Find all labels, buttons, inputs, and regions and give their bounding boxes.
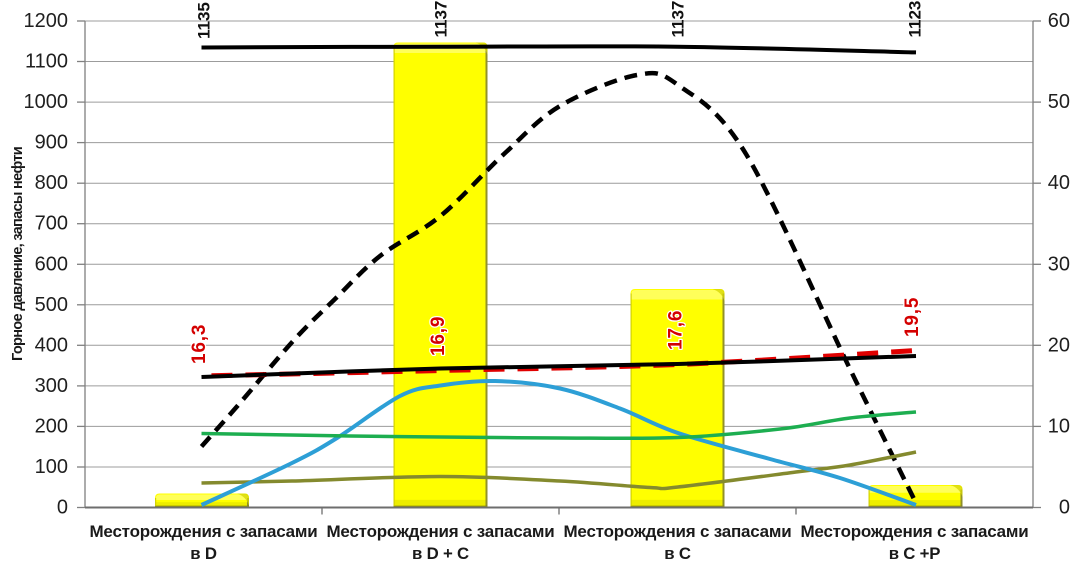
svg-text:0: 0: [57, 497, 68, 519]
svg-text:10: 10: [1048, 415, 1070, 437]
svg-text:Месторождения с запасами: Месторождения с запасами: [90, 522, 318, 541]
svg-text:500: 500: [35, 294, 68, 316]
svg-text:в C +P: в C +P: [889, 544, 941, 563]
svg-text:900: 900: [35, 132, 68, 154]
svg-text:1000: 1000: [24, 91, 69, 113]
svg-text:700: 700: [35, 213, 68, 235]
svg-text:1137: 1137: [432, 1, 451, 38]
svg-text:0: 0: [1059, 497, 1070, 519]
svg-text:в D: в D: [190, 544, 217, 563]
svg-text:400: 400: [35, 334, 68, 356]
svg-text:200: 200: [35, 415, 68, 437]
svg-text:1137: 1137: [669, 1, 688, 38]
svg-text:30: 30: [1048, 253, 1070, 275]
svg-text:Месторождения с запасами: Месторождения с запасами: [801, 522, 1029, 541]
svg-text:40: 40: [1048, 172, 1070, 194]
svg-text:1135: 1135: [195, 2, 214, 39]
svg-text:в C: в C: [664, 544, 691, 563]
svg-text:Горное давление, запасы нефти: Горное давление, запасы нефти: [9, 146, 26, 361]
svg-text:19,5: 19,5: [902, 297, 923, 337]
svg-text:16,3: 16,3: [189, 324, 210, 364]
svg-text:в D + C: в D + C: [412, 544, 469, 563]
svg-text:1100: 1100: [25, 51, 68, 73]
svg-text:600: 600: [35, 253, 68, 275]
svg-text:1123: 1123: [906, 1, 925, 38]
svg-text:16,9: 16,9: [428, 316, 449, 356]
svg-text:300: 300: [35, 375, 68, 397]
svg-text:17,6: 17,6: [666, 310, 687, 350]
svg-text:60: 60: [1048, 10, 1070, 32]
svg-text:100: 100: [35, 456, 68, 478]
svg-text:Месторождения с запасами: Месторождения с запасами: [327, 522, 555, 541]
svg-text:Месторождения с запасами: Месторождения с запасами: [564, 522, 792, 541]
svg-text:800: 800: [35, 172, 68, 194]
svg-text:1200: 1200: [24, 10, 69, 32]
svg-text:20: 20: [1048, 334, 1070, 356]
svg-text:50: 50: [1048, 91, 1070, 113]
